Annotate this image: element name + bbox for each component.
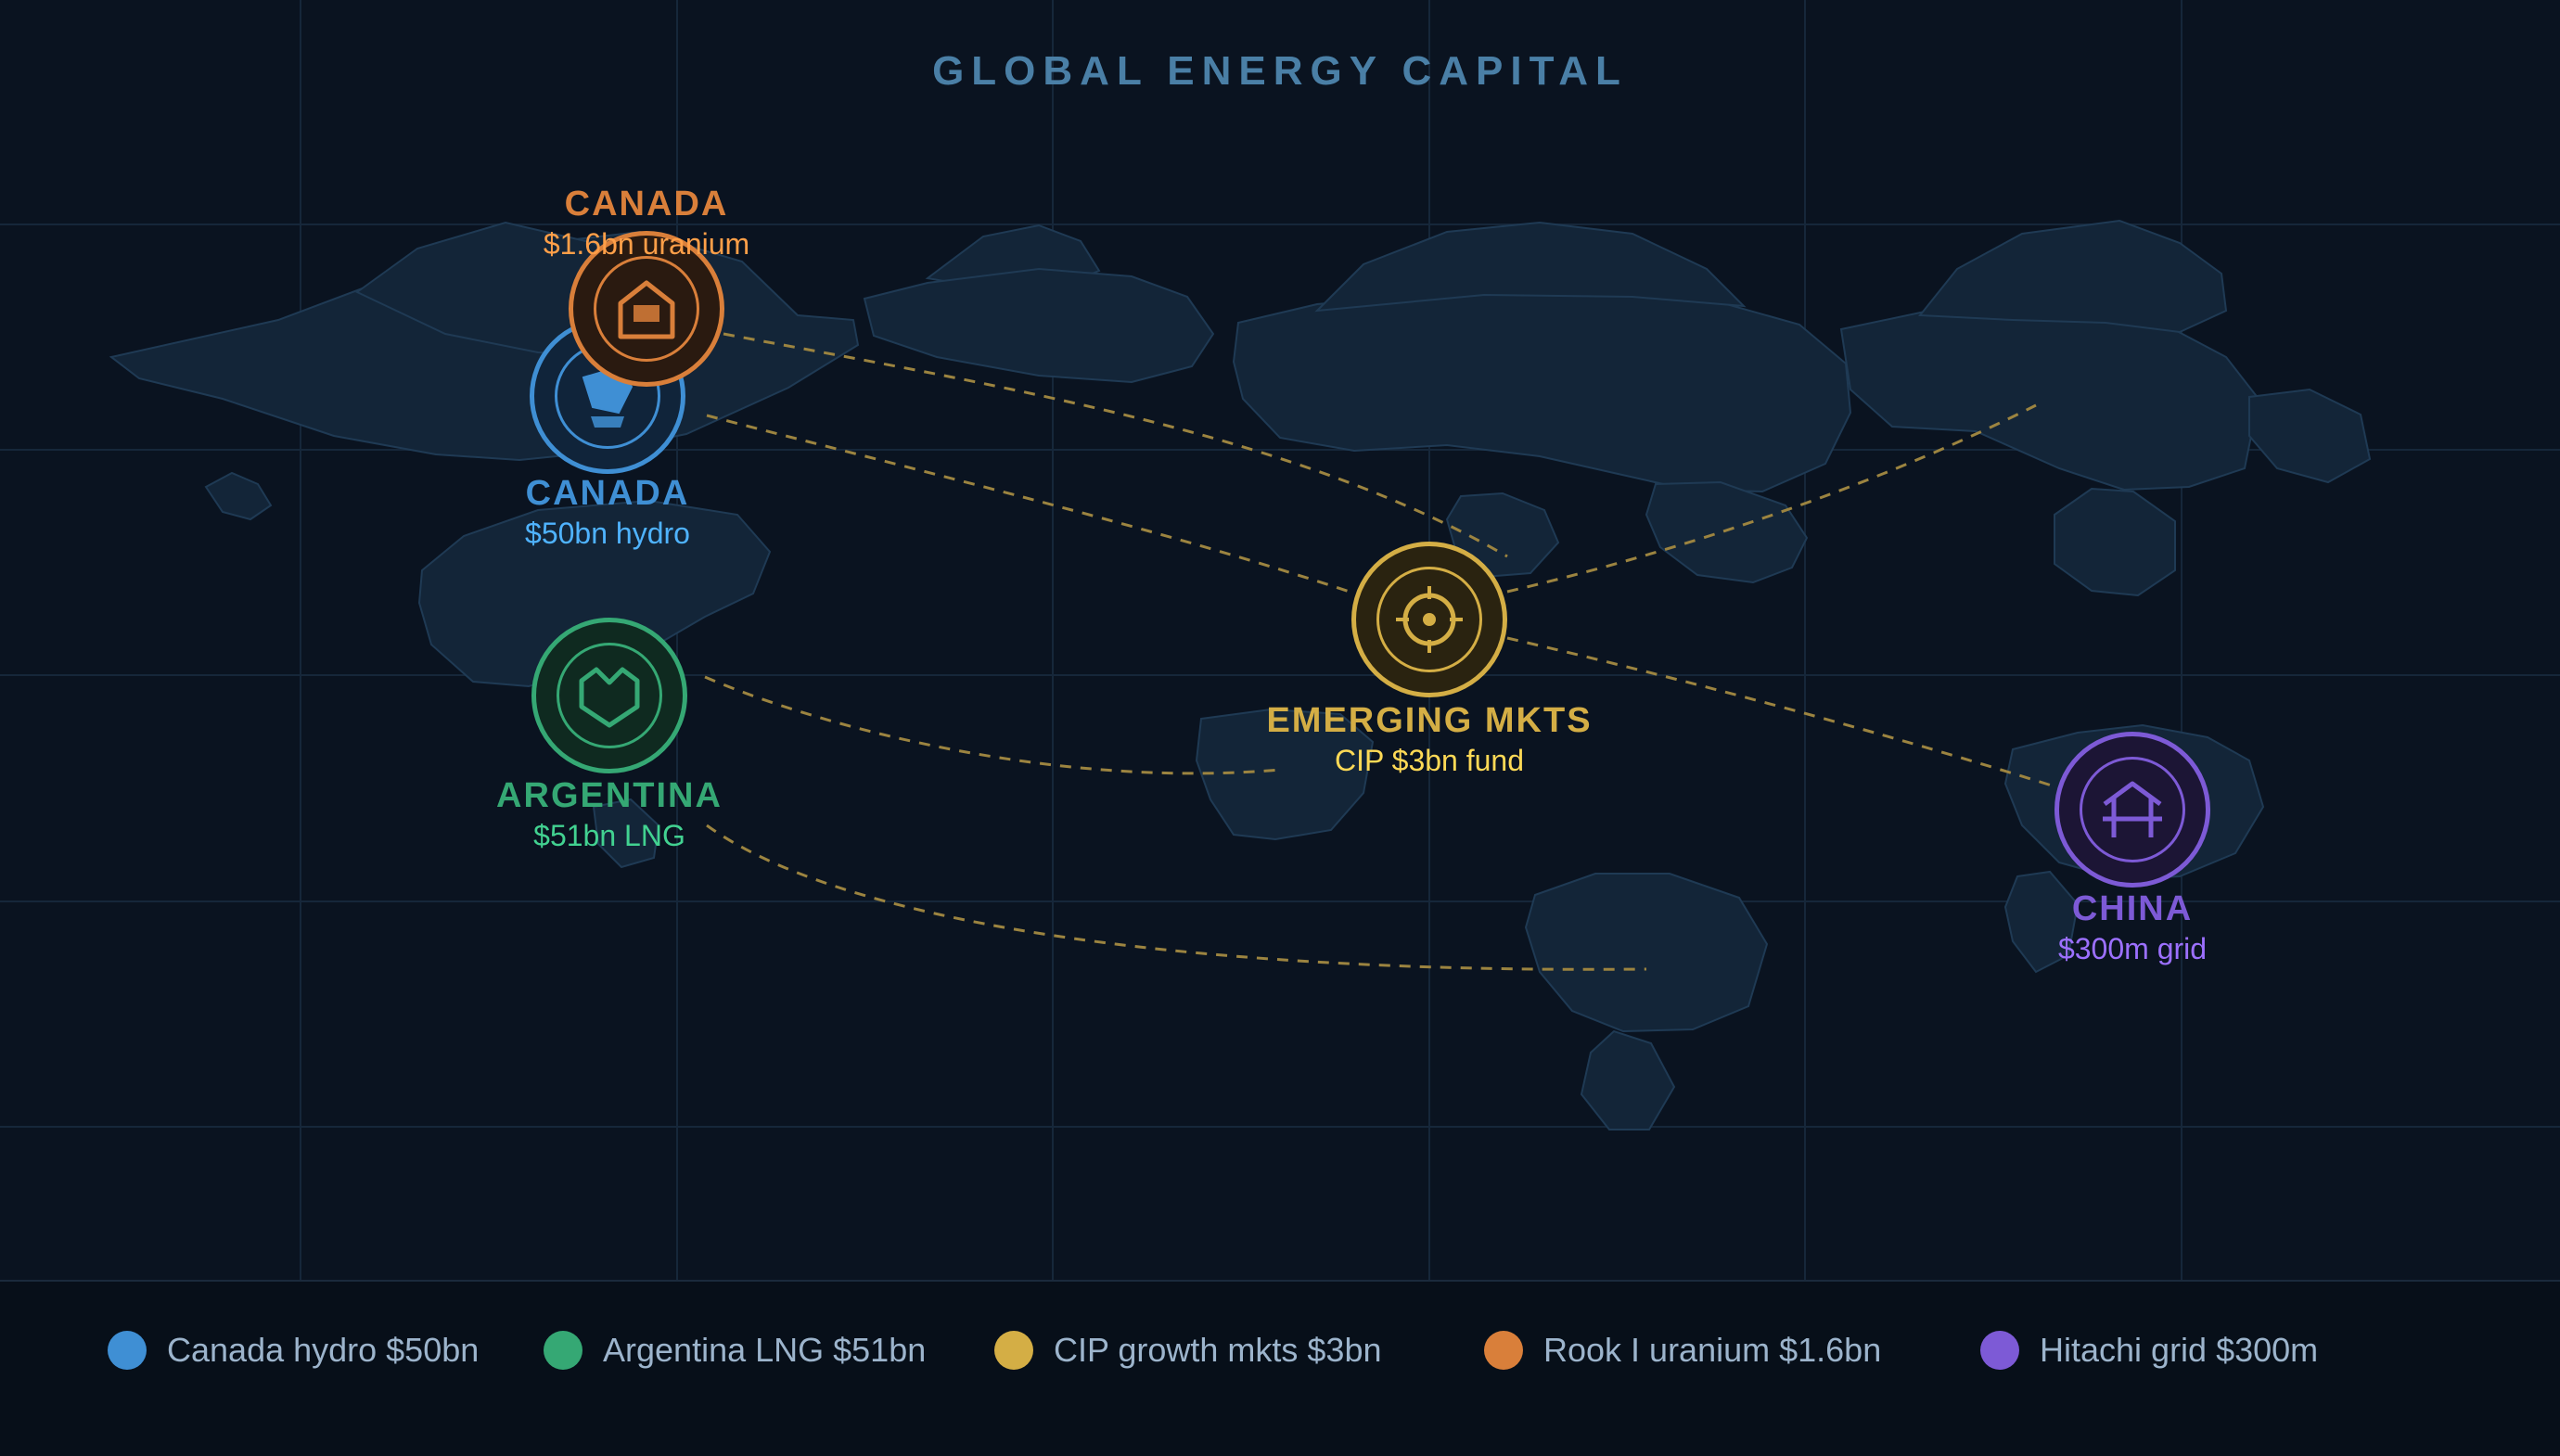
marker-china-grid[interactable] [2054, 732, 2210, 888]
legend-item: Rook I uranium $1.6bn [1484, 1324, 1881, 1376]
marker-amount: $50bn hydro [525, 517, 690, 550]
marker-name: CANADA [564, 185, 729, 224]
uranium-mine-icon [618, 280, 675, 339]
legend-item: CIP growth mkts $3bn [994, 1324, 1382, 1376]
landmass-korea-block [2054, 487, 2176, 597]
landmass-indonesia-island [2003, 870, 2080, 974]
landmass-scandinavia-band [863, 267, 1215, 384]
legend-swatch [108, 1331, 147, 1370]
label-argentina-lng: ARGENTINA $51bn LNG [496, 775, 723, 855]
landmass-madagascar [1580, 1029, 1676, 1130]
label-canada-hydro: CANADA $50bn hydro [525, 473, 690, 553]
landmass-africa-south [1524, 873, 1769, 1033]
legend-label: Rook I uranium $1.6bn [1543, 1331, 1882, 1369]
map-grid [0, 0, 2560, 1280]
legend-swatch [1484, 1331, 1523, 1370]
legend-item: Argentina LNG $51bn [544, 1324, 926, 1376]
marker-name: CHINA [2071, 889, 2194, 928]
flow-line-hydro-to-emerging [706, 414, 1350, 594]
legend-swatch [544, 1331, 582, 1370]
flow-line-emerging-to-east-asia [1506, 403, 2037, 594]
legend-label: CIP growth mkts $3bn [1054, 1331, 1382, 1369]
landmass-japan [2248, 388, 2372, 484]
landmass-eurasia-west [1232, 291, 1852, 493]
label-canada-uranium: CANADA $1.6bn uranium [544, 184, 749, 263]
marker-emerging-markets[interactable] [1351, 542, 1507, 697]
flow-line-uranium-to-emerging [723, 332, 1508, 558]
flow-line-argentina-to-south-america [704, 675, 1281, 775]
label-china-grid: CHINA $300m grid [2058, 888, 2207, 968]
landmass-siberia-north [1314, 221, 1747, 313]
flow-line-emerging-to-china [1506, 636, 2055, 788]
marker-amount: $300m grid [2057, 932, 2208, 965]
landmass-aleutian-island [204, 471, 273, 521]
marker-amount: $1.6bn uranium [543, 227, 750, 261]
flow-line-argentina-to-africa [706, 824, 1647, 971]
landmass-south-america [1195, 708, 1375, 841]
marker-name: EMERGING MKTS [1266, 701, 1593, 740]
legend-item: Canada hydro $50bn [108, 1324, 479, 1376]
label-emerging-markets: EMERGING MKTS CIP $3bn fund [1266, 700, 1592, 780]
landmass-east-asia [1839, 306, 2260, 492]
marker-name: CANADA [525, 474, 690, 513]
marker-amount: CIP $3bn fund [1334, 744, 1524, 777]
lng-tank-icon [579, 667, 640, 728]
power-grid-icon [2103, 781, 2162, 837]
landmass-central-america [417, 499, 772, 688]
marker-name: ARGENTINA [496, 776, 723, 815]
marker-canada-uranium[interactable] [569, 231, 724, 387]
legend-bar [0, 1280, 2560, 1456]
legend-item: Hitachi grid $300m [1980, 1324, 2318, 1376]
legend-swatch [994, 1331, 1033, 1370]
legend-swatch [1980, 1331, 2019, 1370]
marker-amount: $51bn LNG [533, 819, 685, 852]
marker-argentina-lng[interactable] [531, 618, 687, 773]
map-title: GLOBAL ENERGY CAPITAL [932, 48, 1628, 94]
legend-label: Hitachi grid $300m [2040, 1331, 2319, 1369]
capital-flow-lines [704, 332, 2055, 971]
target-icon [1396, 586, 1463, 653]
landmass-patagonia [592, 798, 660, 869]
landmass-middle-east [1645, 480, 1809, 584]
legend-label: Canada hydro $50bn [167, 1331, 480, 1369]
landmass-kamchatka [1917, 219, 2228, 334]
legend-label: Argentina LNG $51bn [603, 1331, 927, 1369]
continents [109, 219, 2372, 1130]
